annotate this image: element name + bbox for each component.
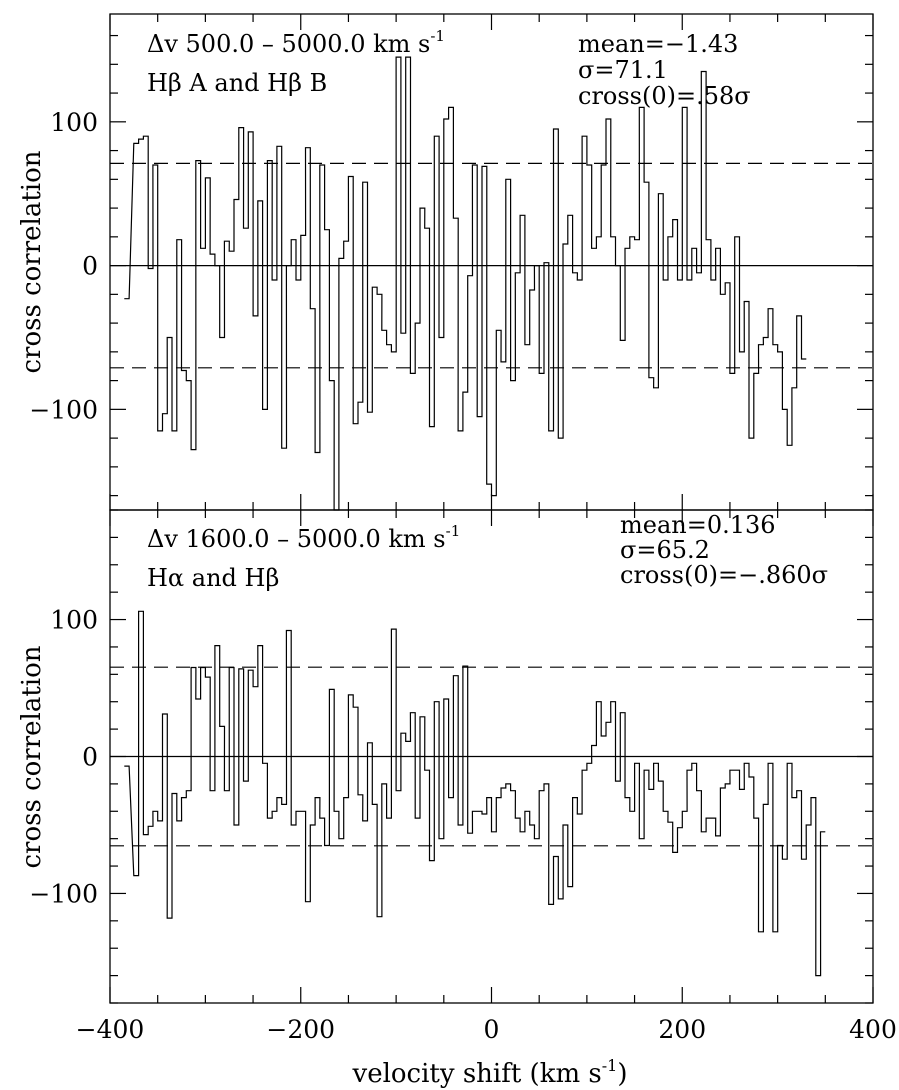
bottom-panel-ticks: [109, 509, 874, 1004]
x-axis-label: velocity shift (km s-1): [352, 1056, 628, 1089]
top-cross-annotation: cross(0)=.58σ: [578, 82, 751, 110]
top-histogram-series: [124, 56, 807, 511]
bottom-ylabel: cross correlation: [17, 645, 47, 868]
top-panel-ticks: [109, 14, 874, 510]
bottom-lines-annotation: Hα and Hβ: [147, 564, 279, 592]
x-axis-label-exp: -1: [602, 1056, 618, 1075]
bottom-panel: 100 0 −100 −400 −200 0 200 400 cross correlati…: [17, 509, 897, 1089]
x-axis-label-close: ): [617, 1059, 627, 1089]
bottom-mean-annotation: mean=0.136: [620, 511, 776, 539]
top-mean-annotation: mean=−1.43: [578, 30, 738, 58]
bot-ytick-label: −100: [29, 879, 98, 908]
top-dv-annotation: Δv 500.0 – 5000.0 km s-1: [147, 27, 445, 58]
bottom-x-tick-labels: −400 −200 0 200 400: [76, 1015, 897, 1044]
x-tick-label: 0: [484, 1015, 500, 1044]
top-dv-prefix: Δv: [147, 30, 178, 58]
x-tick-label: 200: [658, 1015, 706, 1044]
top-sigma-annotation: σ=71.1: [578, 56, 668, 84]
top-dv-exp: -1: [430, 27, 445, 45]
bottom-dv-value: 1600.0 – 5000.0 km s: [186, 525, 446, 553]
x-tick-label: 400: [849, 1015, 897, 1044]
top-ytick-label: −100: [29, 395, 98, 424]
bot-ytick-label: 0: [82, 743, 98, 772]
bottom-sigma-annotation: σ=65.2: [620, 536, 710, 564]
x-tick-label: −200: [266, 1015, 335, 1044]
top-ytick-label: 0: [82, 252, 98, 281]
bottom-dv-prefix: Δv: [147, 525, 178, 553]
x-tick-label: −400: [76, 1015, 145, 1044]
top-ytick-label: 100: [50, 108, 98, 137]
top-dv-value: 500.0 – 5000.0 km s: [186, 30, 431, 58]
x-axis-label-main: velocity shift (km s: [352, 1059, 602, 1089]
bottom-dv-exp: -1: [446, 522, 461, 540]
bottom-histogram-series: [124, 610, 826, 977]
bot-histogram-line: [124, 610, 826, 977]
top-lines-annotation: Hβ A and Hβ B: [147, 69, 327, 97]
bottom-dv-annotation: Δv 1600.0 – 5000.0 km s-1: [147, 522, 460, 553]
top-histogram-line: [124, 56, 807, 511]
bottom-y-tick-labels: 100 0 −100: [29, 606, 98, 909]
bottom-cross-annotation: cross(0)=−.860σ: [620, 561, 828, 589]
bot-ytick-label: 100: [50, 606, 98, 635]
top-y-tick-labels: 100 0 −100: [29, 108, 98, 425]
top-panel: 100 0 −100 cross correlation Δv 500.0 – 50…: [17, 13, 874, 511]
top-ylabel: cross correlation: [17, 150, 47, 373]
